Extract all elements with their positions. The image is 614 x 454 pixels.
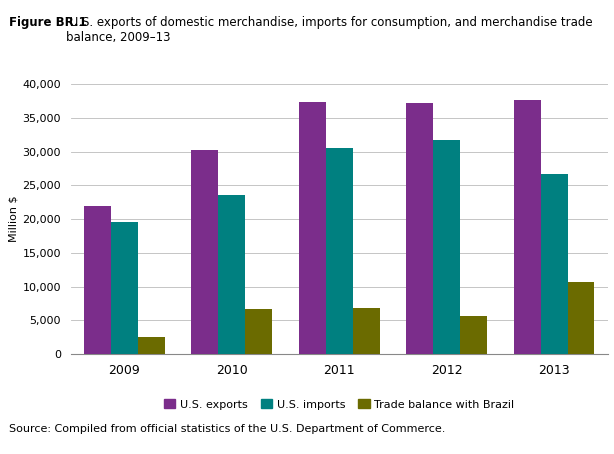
Bar xyxy=(541,174,567,354)
Bar xyxy=(192,150,219,354)
Bar xyxy=(138,337,165,354)
Y-axis label: Million $: Million $ xyxy=(8,196,18,242)
Bar xyxy=(299,102,326,354)
Legend: U.S. exports, U.S. imports, Trade balance with Brazil: U.S. exports, U.S. imports, Trade balanc… xyxy=(160,395,519,414)
Bar xyxy=(514,99,541,354)
Text: Source: Compiled from official statistics of the U.S. Department of Commerce.: Source: Compiled from official statistic… xyxy=(9,424,446,434)
Text: U.S. exports of domestic merchandise, imports for consumption, and merchandise t: U.S. exports of domestic merchandise, im… xyxy=(66,16,593,44)
Bar xyxy=(84,206,111,354)
Text: Figure BR.1: Figure BR.1 xyxy=(9,16,87,29)
Bar xyxy=(245,309,272,354)
Bar xyxy=(406,103,433,354)
Bar xyxy=(567,282,594,354)
Bar xyxy=(326,148,352,354)
Bar xyxy=(111,222,138,354)
Bar xyxy=(352,308,379,354)
Bar xyxy=(460,316,487,354)
Bar xyxy=(219,195,245,354)
Bar xyxy=(433,140,460,354)
